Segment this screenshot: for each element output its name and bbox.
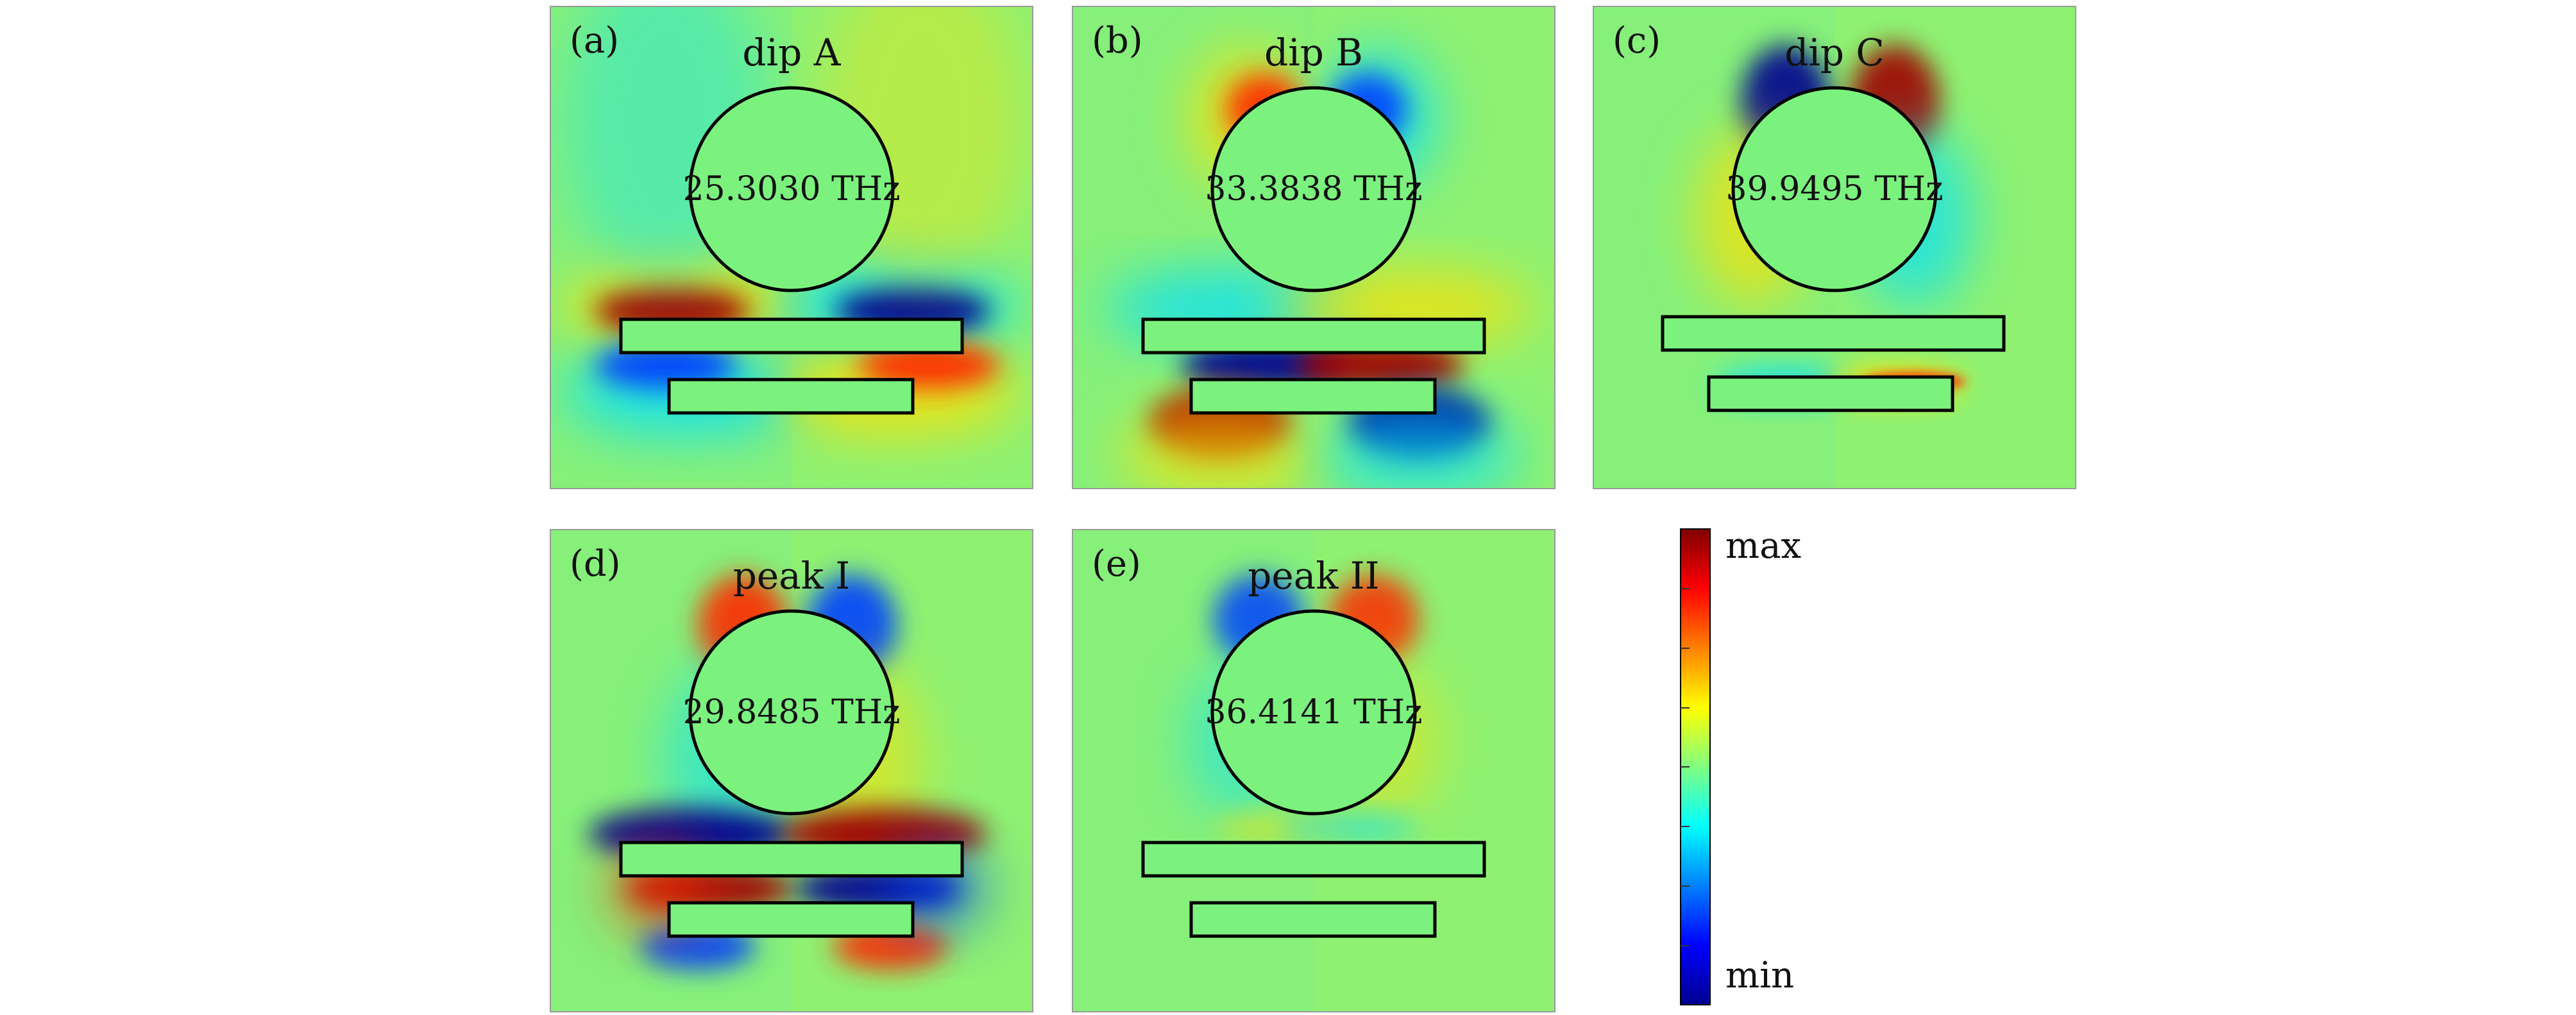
panel-title: dip B (1264, 31, 1363, 74)
panel-a: (a) dip A 25.3030 THz (550, 6, 1033, 489)
bottom-rod (1707, 375, 1954, 412)
panel-frame (550, 6, 1033, 489)
frequency-label: 36.4141 THz (1205, 693, 1423, 732)
panel-title: dip A (742, 31, 841, 74)
top-rod (619, 841, 964, 878)
panel-label: (a) (570, 20, 619, 62)
panel-frame (1593, 6, 2076, 489)
panel-title: peak I (733, 554, 851, 598)
frequency-label: 29.8485 THz (683, 693, 901, 732)
resonator-disk (1731, 86, 1938, 292)
bottom-rod (667, 378, 915, 415)
frequency-label: 25.3030 THz (683, 170, 901, 208)
panel-e: (e) peak II 36.4141 THz (1072, 529, 1555, 1012)
bottom-rod (1189, 901, 1437, 938)
top-rod (1661, 315, 2006, 352)
panel-frame (1072, 529, 1555, 1012)
top-rod (1141, 841, 1486, 878)
resonator-disk (688, 86, 895, 292)
colorbar-ticks (1681, 588, 1690, 946)
panel-label: (d) (570, 543, 621, 585)
top-rod (1141, 317, 1486, 355)
resonator-disk (688, 609, 895, 816)
frequency-label: 33.3838 THz (1205, 170, 1423, 208)
panel-title: dip C (1784, 31, 1885, 74)
resonator-disk (1210, 86, 1417, 292)
frequency-label: 39.9495 THz (1726, 170, 1944, 208)
bottom-rod (1189, 378, 1437, 415)
colorbar-max-label: max (1725, 525, 1801, 567)
colorbar: max min (1680, 525, 1801, 1005)
resonator-disk (1210, 609, 1417, 816)
panel-label: (c) (1613, 20, 1661, 62)
panel-c: (c) dip C 39.9495 THz (1593, 6, 2076, 489)
panel-label: (e) (1092, 543, 1141, 585)
panel-label: (b) (1092, 20, 1143, 62)
panel-frame (1072, 6, 1555, 489)
bottom-rod (667, 901, 915, 938)
panel-b: (b) dip B 33.3838 THz (1072, 6, 1555, 489)
panel-frame (550, 529, 1033, 1012)
panel-d: (d) peak I 29.8485 THz (550, 529, 1033, 1012)
panel-title: peak II (1248, 554, 1379, 598)
top-rod (619, 317, 964, 355)
colorbar-min-label: min (1725, 955, 1794, 996)
